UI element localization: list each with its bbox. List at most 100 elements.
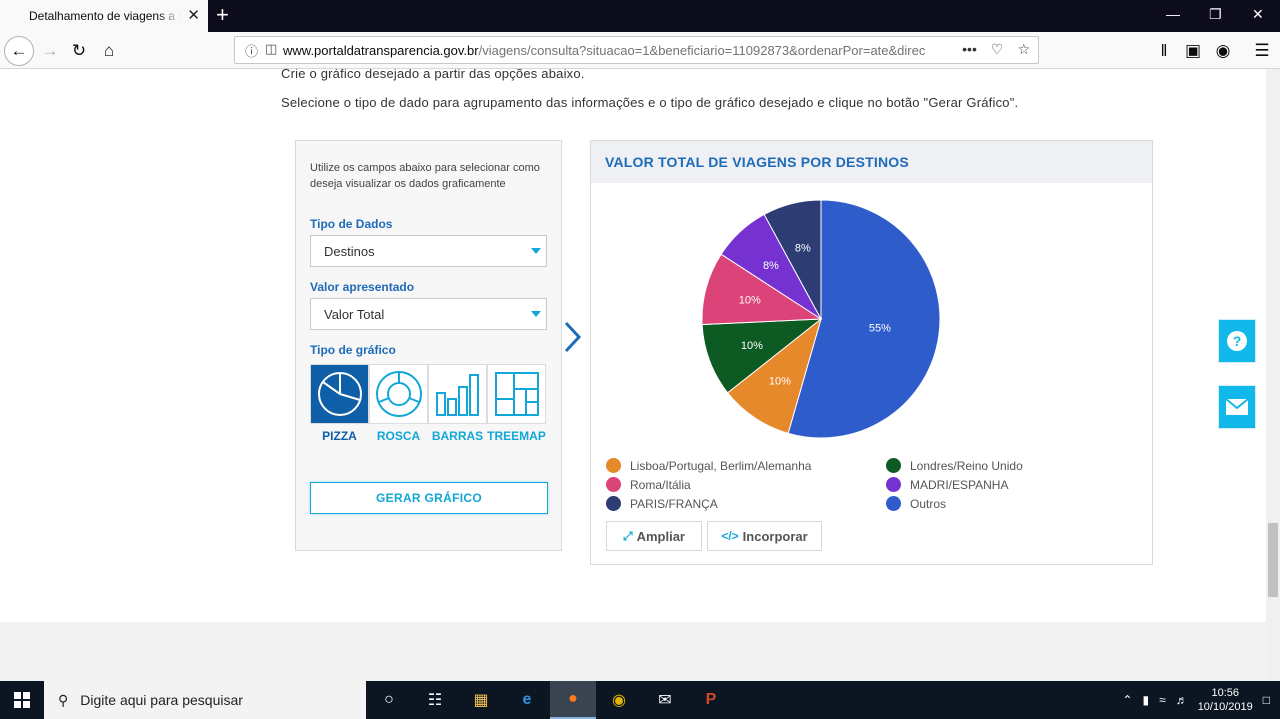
forward-button[interactable]: → [41,41,59,60]
info-icon[interactable]: ⓘ [245,43,259,59]
timeline-icon[interactable]: ☷ [427,692,443,709]
browser-tab[interactable]: Detalhamento de viagens a ser ✕ [0,0,208,32]
legend-label: MADRI/ESPANHA [910,477,1009,492]
legend-item[interactable]: Londres/Reino Unido [886,458,1023,473]
mail-icon[interactable]: ✉ [658,692,672,709]
chevron-up-icon[interactable]: ⌃ [1122,693,1133,707]
library-icon[interactable]: ‖ [1160,41,1168,60]
chart-type-selector [310,364,547,424]
pie-slice[interactable] [787,199,941,439]
chart-type-pizza[interactable] [310,364,369,424]
bookmark-star-icon[interactable]: ☆ [1017,41,1030,57]
chart-type-barras[interactable] [428,364,487,424]
sidebar-icon[interactable]: ▣ [1184,41,1202,60]
envelope-icon [1225,398,1249,415]
help-button[interactable]: ? [1218,319,1256,363]
shield-icon[interactable]: ◫ [265,40,278,56]
page-scrollbar[interactable] [1266,69,1280,681]
legend-item[interactable]: MADRI/ESPANHA [886,477,1008,492]
legend-item[interactable]: Lisboa/Portugal, Berlim/Alemanha [606,458,811,473]
legend-swatch [606,458,621,473]
url-bar[interactable]: ⓘ ◫ www.portaldatransparencia.gov.br/via… [234,36,1039,64]
pie-chart: 55% 10% 10% 10% 8% 8% [701,199,941,439]
clock[interactable]: 10:56 10/10/2019 [1198,686,1253,714]
search-icon: ⚲ [58,691,69,708]
bar-chart-icon [435,374,479,416]
chevron-right-icon [561,320,585,353]
reload-icon[interactable]: ↻ [71,41,87,60]
chart-panel: VALOR TOTAL DE VIAGENS POR DESTINOS 55% 1… [590,140,1153,565]
valor-select[interactable]: Valor Total [310,298,547,330]
powerpoint-icon[interactable]: P [705,691,717,708]
instructions-text: Selecione o tipo de dado para agrupament… [281,95,1019,110]
pie-slice-label: 10% [739,295,761,307]
pie-slice[interactable] [726,317,822,434]
chart-type-treemap[interactable] [487,364,546,424]
search-placeholder: Digite aqui para pesquisar [80,692,243,708]
chart-title: VALOR TOTAL DE VIAGENS POR DESTINOS [591,141,1152,183]
legend-item[interactable]: Outros [886,496,946,511]
chart-type-label-treemap[interactable]: TREEMAP [487,429,546,443]
pie-slice-label: 8% [795,242,811,254]
taskbar-search[interactable]: ⚲ Digite aqui para pesquisar [44,681,366,719]
battery-icon[interactable]: ▮ [1142,693,1150,707]
chrome-icon[interactable]: ◉ [612,692,626,709]
valor-label: Valor apresentado [310,280,415,294]
browser-tab-bar: Detalhamento de viagens a ser ✕ + — ❐ ✕ [0,0,1280,32]
svg-text:?: ? [1233,333,1242,349]
incorporar-button[interactable]: </> Incorporar [707,521,822,551]
task-view-icon[interactable]: ○ [384,691,394,708]
notifications-icon[interactable]: □ [1262,693,1270,707]
legend-item[interactable]: PARIS/FRANÇA [606,496,718,511]
contact-button[interactable] [1218,385,1256,429]
chart-type-label-pizza[interactable]: PIZZA [322,429,357,443]
account-icon[interactable]: ◉ [1215,41,1231,60]
tab-close-icon[interactable]: ✕ [187,7,200,24]
pocket-icon[interactable]: ♡ [990,41,1004,57]
url-text[interactable]: www.portaldatransparencia.gov.br/viagens… [283,42,926,58]
edge-icon[interactable]: e [522,691,532,708]
pie-slice[interactable] [701,318,823,394]
page-actions-icon[interactable]: ••• [962,41,977,57]
legend-swatch [886,496,901,511]
legend-label: Lisboa/Portugal, Berlim/Alemanha [630,458,812,473]
back-button[interactable]: ← [4,36,34,66]
clock-time: 10:56 [1211,687,1239,699]
browser-nav-bar: ← → ↻ ⌂ ⓘ ◫ www.portaldatransparencia.go… [0,32,1280,69]
tipo-dados-select[interactable]: Destinos [310,235,547,267]
volume-icon[interactable]: ♬ [1175,693,1188,707]
chart-type-rosca[interactable] [369,364,428,424]
legend-swatch [606,496,621,511]
minimize-icon[interactable]: — [1166,6,1180,22]
chevron-down-icon [531,311,541,317]
footer-band [0,622,1266,681]
legend-item[interactable]: Roma/Itália [606,477,691,492]
pie-slice[interactable] [701,253,823,326]
ampliar-button[interactable]: ⤢ Ampliar [606,521,702,551]
incorporar-label: Incorporar [742,528,808,544]
valor-value: Valor Total [324,307,385,322]
home-icon[interactable]: ⌂ [103,41,115,60]
gerar-grafico-button[interactable]: GERAR GRÁFICO [310,482,548,514]
ampliar-label: Ampliar [636,528,685,544]
code-icon: </> [721,529,739,543]
pie-slice[interactable] [763,199,822,320]
menu-icon[interactable]: ☰ [1254,41,1270,60]
file-explorer-icon[interactable]: ▦ [473,692,489,709]
firefox-icon[interactable]: ● [550,681,596,719]
page-content: Crie o gráfico desejado a partir das opç… [0,69,1266,681]
new-tab-button[interactable]: + [216,2,229,27]
help-icon: ? [1227,331,1247,351]
window-close-icon[interactable]: ✕ [1252,6,1264,22]
legend-label: PARIS/FRANÇA [630,496,718,511]
tab-title: Detalhamento de viagens a ser [29,9,181,23]
windows-start-button[interactable] [0,681,44,719]
pie-slice-label: 10% [741,340,763,352]
maximize-icon[interactable]: ❐ [1209,6,1222,22]
legend-swatch [886,458,901,473]
wifi-icon[interactable]: ≈ [1159,693,1166,707]
chart-type-label-rosca[interactable]: ROSCA [376,429,421,443]
chart-type-label-barras[interactable]: BARRAS [431,429,484,443]
scroll-thumb[interactable] [1268,523,1278,597]
donut-chart-icon [375,371,422,417]
